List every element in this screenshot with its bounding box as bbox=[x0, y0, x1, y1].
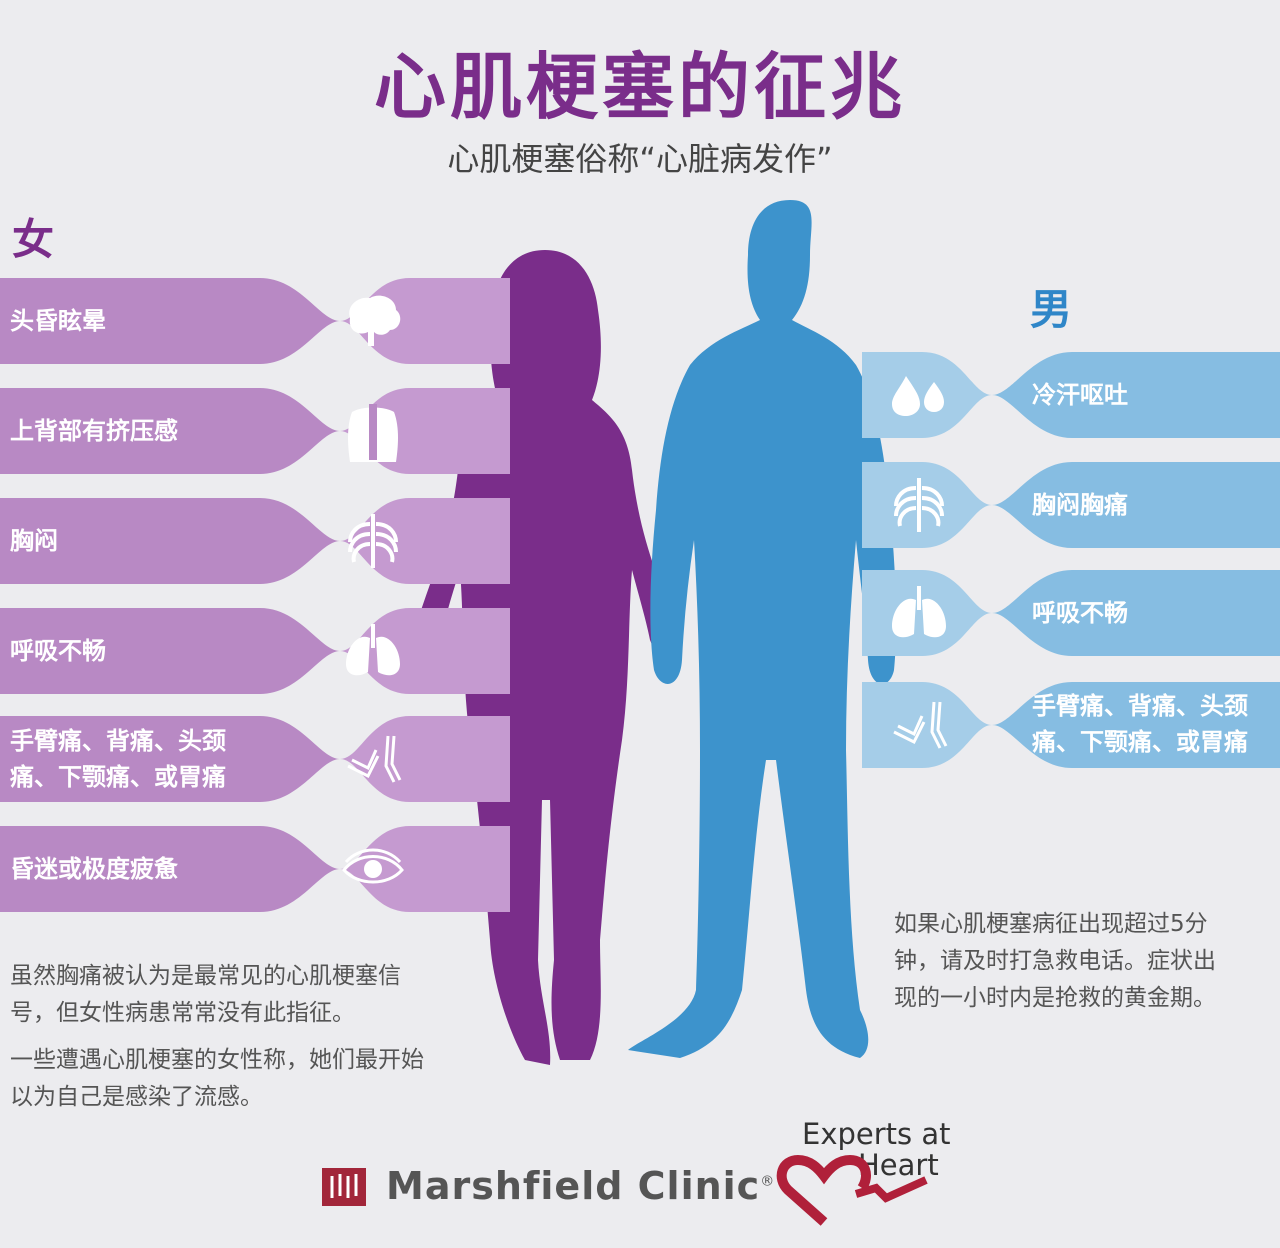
male-symptom-cold-sweat: 冷汗呕吐 bbox=[862, 352, 1280, 438]
symptom-label: 呼吸不畅 bbox=[10, 637, 106, 665]
eye-icon bbox=[342, 848, 404, 884]
female-note: 虽然胸痛被认为是最常见的心肌梗塞信 号，但女性病患常常没有此指征。 一些遭遇心肌… bbox=[10, 958, 424, 1116]
male-note-line: 钟，请及时打急救电话。症状出 bbox=[894, 948, 1216, 974]
heart-logo-icon bbox=[776, 1154, 928, 1226]
partner-logo-line2: Heart bbox=[858, 1148, 939, 1182]
ribcage-icon bbox=[348, 514, 398, 568]
male-symptom-referred-pain: 手臂痛、背痛、头颈 痛、下颚痛、或胃痛 bbox=[862, 682, 1280, 768]
male-heading: 男 bbox=[1030, 285, 1073, 334]
male-symptom-breathing: 呼吸不畅 bbox=[862, 570, 1280, 656]
brain-icon bbox=[349, 295, 401, 346]
symptom-label: 冷汗呕吐 bbox=[1032, 381, 1128, 409]
symptom-label: 昏迷或极度疲惫 bbox=[10, 855, 178, 883]
symptom-label: 呼吸不畅 bbox=[1032, 599, 1128, 627]
marshfield-logo-icon bbox=[322, 1168, 366, 1206]
lungs-icon bbox=[346, 624, 400, 676]
female-note-line: 一些遭遇心肌梗塞的女性称，她们最开始 bbox=[10, 1047, 424, 1073]
female-heading: 女 bbox=[12, 215, 55, 264]
female-symptom-chest-tightness: 胸闷 bbox=[0, 498, 510, 584]
partner-logo-line1: Experts at bbox=[802, 1117, 951, 1151]
brand-name: Marshfield Clinic® bbox=[386, 1164, 775, 1208]
female-symptom-referred-pain: 手臂痛、背痛、头颈 痛、下颚痛、或胃痛 bbox=[0, 716, 510, 802]
female-note-line: 以为自己是感染了流感。 bbox=[10, 1084, 263, 1110]
male-note-line: 如果心肌梗塞病征出现超过5分 bbox=[894, 911, 1208, 937]
symptom-label: 胸闷胸痛 bbox=[1032, 491, 1128, 519]
page-subtitle: 心肌梗塞俗称“心脏病发作” bbox=[447, 140, 833, 178]
brand-registered-mark: ® bbox=[760, 1173, 776, 1190]
symptom-label-line2: 痛、下颚痛、或胃痛 bbox=[1032, 728, 1248, 756]
symptom-label: 头昏眩晕 bbox=[10, 307, 106, 335]
female-symptom-dizziness: 头昏眩晕 bbox=[0, 278, 510, 364]
female-symptom-upper-back: 上背部有挤压感 bbox=[0, 388, 510, 474]
symptom-label: 上背部有挤压感 bbox=[10, 417, 178, 445]
symptom-label-line1: 手臂痛、背痛、头颈 bbox=[1032, 692, 1248, 720]
female-note-line: 虽然胸痛被认为是最常见的心肌梗塞信 bbox=[10, 963, 401, 989]
page-title: 心肌梗塞的征兆 bbox=[373, 45, 906, 129]
symptom-label-line1: 手臂痛、背痛、头颈 bbox=[10, 727, 226, 755]
sweat-drops-icon bbox=[892, 376, 944, 416]
arm-pain-icon bbox=[347, 735, 402, 783]
lungs-icon bbox=[892, 586, 946, 638]
male-silhouette bbox=[628, 200, 897, 1058]
female-symptom-fatigue: 昏迷或极度疲惫 bbox=[0, 826, 510, 912]
symptom-label: 胸闷 bbox=[10, 527, 58, 555]
female-note-line: 号，但女性病患常常没有此指征。 bbox=[10, 1000, 355, 1026]
arm-pain-icon bbox=[893, 701, 948, 749]
symptom-label-line2: 痛、下颚痛、或胃痛 bbox=[10, 763, 226, 791]
female-symptom-breathing: 呼吸不畅 bbox=[0, 608, 510, 694]
back-spine-icon bbox=[348, 404, 398, 462]
male-symptom-chest-pain: 胸闷胸痛 bbox=[862, 462, 1280, 548]
ribcage-icon bbox=[894, 478, 944, 532]
male-note-line: 现的一小时内是抢救的黄金期。 bbox=[894, 985, 1216, 1011]
male-note: 如果心肌梗塞病征出现超过5分 钟，请及时打急救电话。症状出 现的一小时内是抢救的… bbox=[894, 906, 1216, 1017]
brand-name-text: Marshfield Clinic bbox=[386, 1164, 761, 1208]
